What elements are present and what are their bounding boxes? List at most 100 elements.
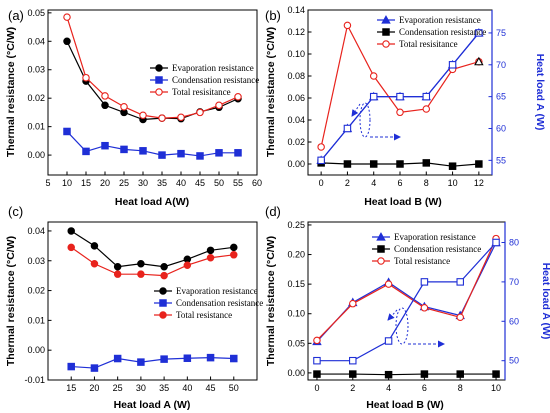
data-point: [206, 246, 215, 255]
data-point: [101, 141, 109, 150]
x-tick-label: 30: [136, 383, 146, 393]
legend-marker: [155, 76, 163, 84]
data-point: [158, 114, 166, 122]
series-line: [316, 238, 497, 341]
x-tick-label: 20: [89, 383, 99, 393]
y-right-tick-label: 60: [509, 316, 519, 326]
data-point: [139, 111, 147, 120]
data-point: [183, 261, 192, 269]
series-0: [67, 227, 238, 271]
data-point: [384, 280, 393, 288]
x-tick-label: 25: [113, 383, 123, 393]
data-point: [230, 251, 238, 259]
data-point: [420, 304, 429, 312]
annotation-arrow-left: [351, 103, 361, 117]
panel-label: (b): [265, 8, 281, 23]
x-tick-label: 45: [195, 178, 205, 188]
x-tick-label: 60: [252, 178, 262, 188]
y-tick-label: 0.02: [27, 286, 45, 296]
legend: Evaporation resistance Condensation resis…: [150, 63, 259, 97]
y-tick-label: 0.10: [287, 309, 305, 319]
panel-b: (b) 0 2 4 6 8 10 12 0.00 0.02 0.04 0.06 0.08 0.10 0.12…: [265, 5, 546, 208]
data-point: [215, 101, 223, 110]
panel-a: (a) 5 10 15 20 25 30 35 40 45 50 55 60 0.00 0.01 0.02 0.…: [5, 8, 262, 208]
y-tick-label: 0.02: [27, 93, 45, 103]
data-point: [396, 108, 404, 117]
legend-marker: [382, 40, 390, 48]
annotation-oval: [395, 307, 409, 345]
series-line: [316, 373, 497, 376]
data-point: [349, 356, 357, 365]
data-point: [448, 61, 457, 69]
data-point: [234, 149, 242, 157]
data-point: [63, 37, 71, 46]
data-point: [384, 370, 393, 379]
data-point: [206, 254, 215, 262]
data-point: [137, 358, 145, 366]
data-point: [158, 151, 166, 159]
legend-marker: [155, 88, 163, 96]
x-tick-label: 4: [371, 178, 376, 188]
y-tick-label: 0.05: [27, 8, 45, 18]
panel-label: (c): [8, 204, 23, 219]
legend: Evaporation resistance Condensation resis…: [372, 232, 481, 266]
legend-label: Evaporation resistance: [172, 63, 254, 73]
y-axis-label: Thermal resistance (°C/W): [5, 236, 17, 366]
data-point: [177, 113, 185, 122]
plot-frame: [47, 9, 258, 176]
y-tick-label: 0.00: [27, 345, 45, 355]
x-axis-label: Heat load B (W): [364, 196, 442, 208]
data-point: [396, 160, 404, 168]
y-right-tick-label: 65: [496, 92, 506, 102]
data-point: [420, 370, 429, 378]
y-tick-label: 0.06: [287, 93, 305, 103]
y-tick-label: 0.14: [287, 5, 305, 15]
y-tick-label: 0.04: [27, 36, 45, 46]
x-tick-label: 5: [45, 178, 50, 188]
y-tick-label: 0.00: [287, 159, 305, 169]
x-tick-label: 40: [176, 178, 186, 188]
data-point: [384, 337, 393, 345]
panel-label: (d): [265, 204, 281, 219]
data-point: [63, 127, 71, 136]
x-tick-label: 10: [62, 178, 72, 188]
legend-label: Total resistance: [176, 310, 232, 320]
y-right-tick-label: 80: [509, 237, 519, 247]
data-point: [196, 152, 204, 160]
data-point: [317, 156, 325, 165]
x-tick-label: 50: [214, 178, 224, 188]
series-2: [67, 243, 238, 280]
x-tick-label: 6: [397, 178, 402, 188]
legend-marker: [377, 257, 385, 265]
series-line: [316, 242, 497, 362]
series-4: [474, 56, 484, 66]
data-point: [101, 92, 109, 100]
legend-label: Evaporation resistance: [399, 15, 481, 25]
series-1: [313, 370, 500, 379]
x-tick-label: 0: [314, 383, 319, 393]
data-point: [396, 92, 404, 101]
data-point: [349, 299, 357, 308]
data-point: [369, 92, 378, 101]
data-point: [475, 29, 483, 37]
legend-label: Condensation resistance: [399, 27, 486, 37]
data-point: [343, 124, 352, 133]
y-tick-label: 0.01: [27, 315, 45, 325]
data-point: [137, 259, 145, 268]
legend-marker: [159, 311, 167, 319]
data-point: [67, 227, 75, 235]
data-point: [67, 243, 75, 252]
data-point: [113, 354, 122, 363]
data-point: [113, 270, 122, 278]
data-point: [456, 313, 464, 322]
data-point: [101, 101, 109, 110]
data-point: [456, 370, 464, 378]
series-line: [66, 41, 239, 121]
y-tick-label: 0.12: [287, 27, 305, 37]
data-point: [313, 370, 321, 378]
data-point: [90, 364, 99, 372]
series-line: [66, 131, 238, 157]
data-point: [234, 93, 242, 101]
y-tick-label: 0.04: [27, 226, 45, 236]
